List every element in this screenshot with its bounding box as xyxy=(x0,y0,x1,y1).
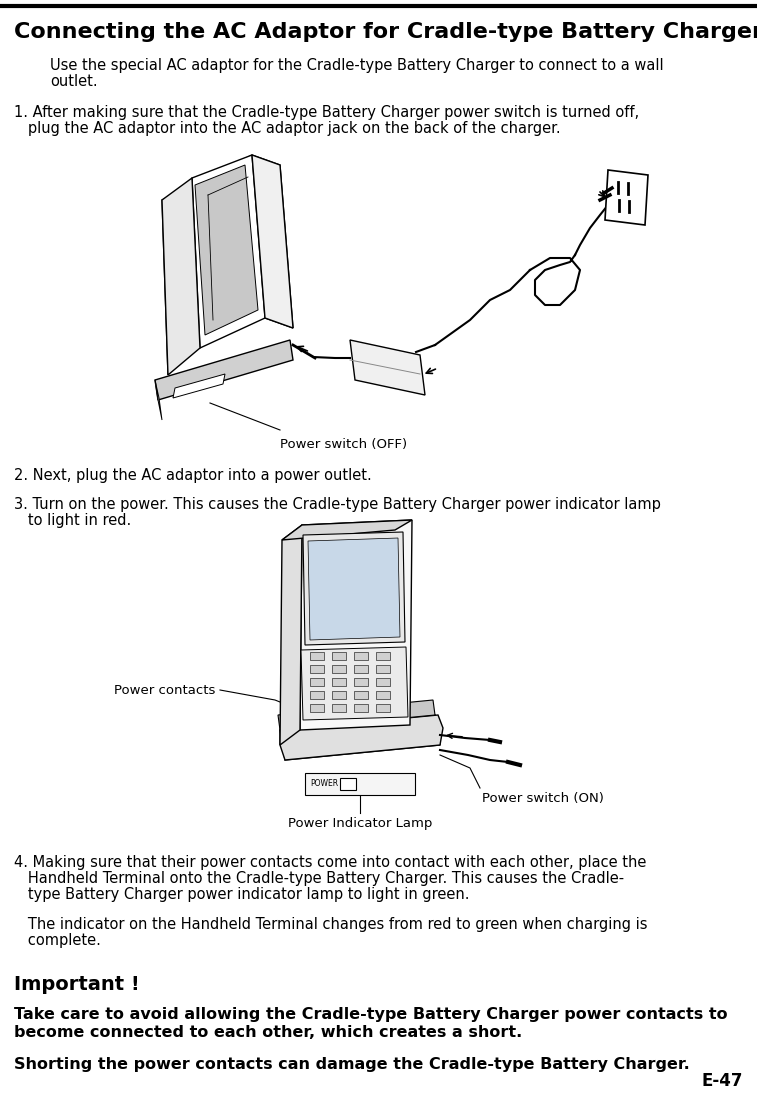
Polygon shape xyxy=(282,520,412,540)
Polygon shape xyxy=(376,678,390,686)
Polygon shape xyxy=(354,691,368,699)
Bar xyxy=(340,778,356,790)
Polygon shape xyxy=(354,652,368,661)
Polygon shape xyxy=(376,691,390,699)
Text: Handheld Terminal onto the Cradle-type Battery Charger. This causes the Cradle-: Handheld Terminal onto the Cradle-type B… xyxy=(14,871,624,886)
Text: Power switch (OFF): Power switch (OFF) xyxy=(280,438,407,451)
Text: Take care to avoid allowing the Cradle-type Battery Charger power contacts to: Take care to avoid allowing the Cradle-t… xyxy=(14,1007,727,1022)
Text: The indicator on the Handheld Terminal changes from red to green when charging i: The indicator on the Handheld Terminal c… xyxy=(14,917,647,932)
Text: 3. Turn on the power. This causes the Cradle-type Battery Charger power indicato: 3. Turn on the power. This causes the Cr… xyxy=(14,497,661,512)
Polygon shape xyxy=(354,665,368,673)
Text: 2. Next, plug the AC adaptor into a power outlet.: 2. Next, plug the AC adaptor into a powe… xyxy=(14,468,372,483)
Text: type Battery Charger power indicator lamp to light in green.: type Battery Charger power indicator lam… xyxy=(14,887,469,902)
Polygon shape xyxy=(332,704,346,712)
Polygon shape xyxy=(332,691,346,699)
Polygon shape xyxy=(310,652,324,661)
Text: Power Indicator Lamp: Power Indicator Lamp xyxy=(288,817,432,830)
Polygon shape xyxy=(332,652,346,661)
Text: E-47: E-47 xyxy=(702,1072,743,1090)
Polygon shape xyxy=(376,665,390,673)
Text: outlet.: outlet. xyxy=(50,75,98,89)
Polygon shape xyxy=(310,678,324,686)
Text: Power contacts: Power contacts xyxy=(114,684,215,696)
Polygon shape xyxy=(332,665,346,673)
Polygon shape xyxy=(162,155,293,375)
Polygon shape xyxy=(301,647,408,719)
Text: Shorting the power contacts can damage the Cradle-type Battery Charger.: Shorting the power contacts can damage t… xyxy=(14,1058,690,1072)
Polygon shape xyxy=(155,380,162,420)
Polygon shape xyxy=(192,155,265,348)
Polygon shape xyxy=(155,340,293,400)
Polygon shape xyxy=(376,652,390,661)
Polygon shape xyxy=(288,713,340,725)
Polygon shape xyxy=(350,340,425,395)
Polygon shape xyxy=(278,699,435,729)
Polygon shape xyxy=(310,704,324,712)
Text: Use the special AC adaptor for the Cradle-type Battery Charger to connect to a w: Use the special AC adaptor for the Cradl… xyxy=(50,58,664,73)
Polygon shape xyxy=(280,715,443,759)
Text: Connecting the AC Adaptor for Cradle-type Battery Charger: Connecting the AC Adaptor for Cradle-typ… xyxy=(14,22,757,42)
FancyBboxPatch shape xyxy=(305,773,415,795)
Polygon shape xyxy=(332,678,346,686)
Text: plug the AC adaptor into the AC adaptor jack on the back of the charger.: plug the AC adaptor into the AC adaptor … xyxy=(14,121,561,136)
Polygon shape xyxy=(252,155,293,328)
Polygon shape xyxy=(376,704,390,712)
Polygon shape xyxy=(354,678,368,686)
Text: become connected to each other, which creates a short.: become connected to each other, which cr… xyxy=(14,1025,522,1040)
Text: to light in red.: to light in red. xyxy=(14,513,131,528)
Polygon shape xyxy=(605,170,648,225)
Polygon shape xyxy=(280,525,302,745)
Text: 1. After making sure that the Cradle-type Battery Charger power switch is turned: 1. After making sure that the Cradle-typ… xyxy=(14,105,639,120)
Polygon shape xyxy=(162,178,200,375)
Text: 4. Making sure that their power contacts come into contact with each other, plac: 4. Making sure that their power contacts… xyxy=(14,855,646,870)
Text: Important !: Important ! xyxy=(14,975,140,994)
Text: Power switch (ON): Power switch (ON) xyxy=(482,792,604,805)
Polygon shape xyxy=(303,532,405,645)
Polygon shape xyxy=(173,374,225,398)
Polygon shape xyxy=(308,538,400,641)
Polygon shape xyxy=(280,715,440,759)
Text: complete.: complete. xyxy=(14,933,101,949)
Polygon shape xyxy=(300,520,412,729)
Text: POWER: POWER xyxy=(310,780,338,788)
Polygon shape xyxy=(310,691,324,699)
Polygon shape xyxy=(354,704,368,712)
Polygon shape xyxy=(310,665,324,673)
Polygon shape xyxy=(195,165,258,335)
